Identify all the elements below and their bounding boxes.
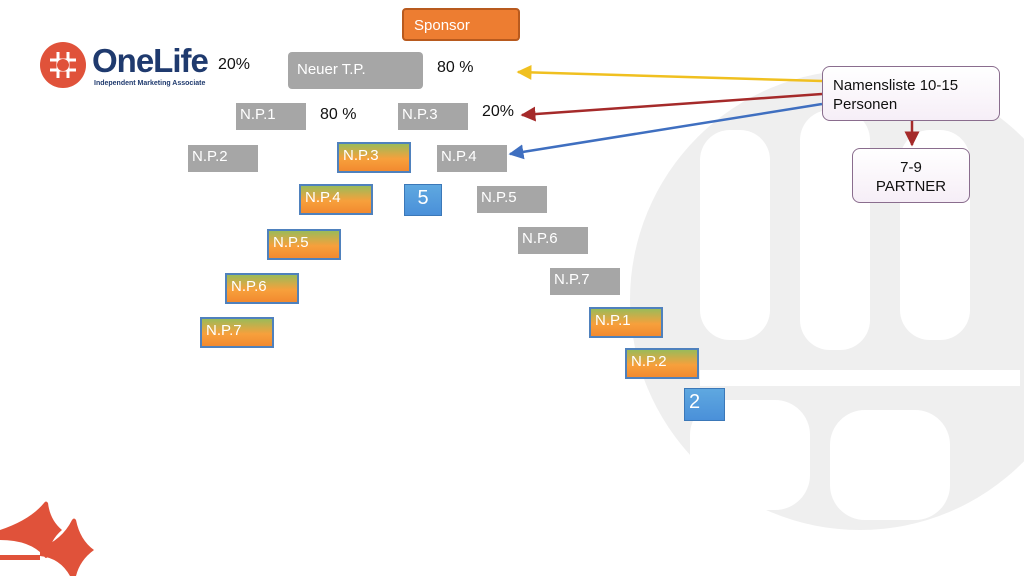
head-pct-20: 20% <box>482 103 515 120</box>
left-chain-np4: N.P.4 <box>299 184 373 215</box>
arrow-blue <box>508 102 823 160</box>
right-chain-label: N.P.7 <box>554 271 590 288</box>
left-chain-label: N.P.3 <box>343 147 379 164</box>
left-count-value: 5 <box>417 187 429 209</box>
names-list-line2: Personen <box>833 96 898 113</box>
onelife-mark-icon <box>40 42 86 88</box>
right-count-value: 2 <box>689 391 701 413</box>
right-chain-label: N.P.2 <box>631 353 667 370</box>
right-chain-label: N.P.1 <box>595 312 631 329</box>
names-list-line1: Namensliste 10-15 <box>833 77 959 94</box>
right-count-box: 2 <box>684 388 725 421</box>
right-chain-label: N.P.6 <box>522 230 558 247</box>
right-chain-np7: N.P.7 <box>550 268 620 295</box>
right-chain-np2: N.P.2 <box>625 348 699 379</box>
arrow-yellow <box>516 64 823 83</box>
sponsor-box: Sponsor <box>402 8 520 41</box>
left-chain-np7: N.P.7 <box>200 317 274 348</box>
partner-callout: 7-9 PARTNER <box>852 148 970 203</box>
np1-box: N.P.1 <box>236 103 306 130</box>
logo-wordmark: OneLife <box>92 42 209 79</box>
onelife-logo: OneLife Independent Marketing Associate <box>38 38 218 94</box>
np1-pct-80: 80 % <box>320 106 357 123</box>
right-chain-np4: N.P.4 <box>437 145 507 172</box>
partner-line2: PARTNER <box>875 178 947 195</box>
right-chain-np6: N.P.6 <box>518 227 588 254</box>
left-chain-label: N.P.5 <box>273 234 309 251</box>
right-chain-np1: N.P.1 <box>589 307 663 338</box>
np3-head-label: N.P.3 <box>402 106 438 123</box>
np3-head-box: N.P.3 <box>398 103 468 130</box>
left-chain-label: N.P.6 <box>231 278 267 295</box>
right-chain-np5: N.P.5 <box>477 186 547 213</box>
np2-label: N.P.2 <box>192 148 228 165</box>
left-chain-np5: N.P.5 <box>267 229 341 260</box>
left-chain-label: N.P.4 <box>305 189 341 206</box>
np2-box: N.P.2 <box>188 145 258 172</box>
left-chain-label: N.P.7 <box>206 322 242 339</box>
left-chain-np3: N.P.3 <box>337 142 411 173</box>
logo-tagline: Independent Marketing Associate <box>94 80 206 87</box>
neuer-tp-label: Neuer T.P. <box>297 61 366 78</box>
right-chain-label: N.P.4 <box>441 148 477 165</box>
sponsor-label: Sponsor <box>414 17 470 34</box>
names-list-callout: Namensliste 10-15 Personen <box>822 66 1000 121</box>
partner-line1: 7-9 <box>900 159 922 176</box>
left-count-box: 5 <box>404 184 442 216</box>
left-chain-np6: N.P.6 <box>225 273 299 304</box>
right-pct-80: 80 % <box>437 59 474 76</box>
neuer-tp-box: Neuer T.P. <box>288 52 423 89</box>
arrow-red <box>520 92 823 122</box>
left-pct-20: 20% <box>218 56 251 73</box>
right-chain-label: N.P.5 <box>481 189 517 206</box>
np1-label: N.P.1 <box>240 106 276 123</box>
